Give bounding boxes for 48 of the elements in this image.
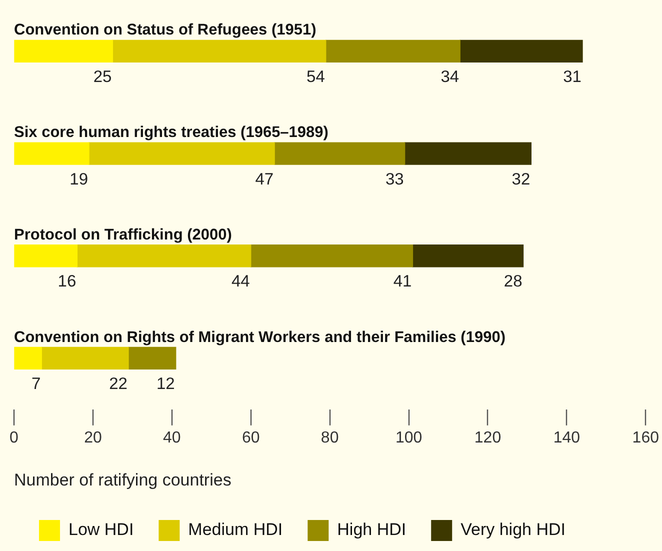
y-tick-label: Six core human rights treaties (1965–1989) — [14, 124, 328, 142]
bar — [88, 142, 275, 165]
bar — [128, 346, 176, 370]
bar — [14, 40, 114, 63]
y-tick-label: Convention on Rights of Migrant Workers and their Families (1990) — [14, 328, 506, 346]
data-label: 44 — [232, 272, 250, 291]
data-label: 31 — [563, 68, 582, 86]
data-label: 22 — [109, 375, 128, 394]
bar — [460, 40, 583, 63]
x-tick-label: 0 — [10, 429, 19, 446]
data-label: 54 — [306, 68, 325, 86]
bar — [404, 142, 532, 165]
legend-label: Medium HDI — [188, 520, 283, 540]
bar — [41, 346, 129, 370]
bar — [274, 142, 406, 165]
bar — [412, 244, 524, 268]
x-tick-label: 20 — [84, 429, 102, 446]
legend-label: High HDI — [337, 520, 406, 540]
bar — [14, 142, 90, 165]
x-tick-label: 140 — [553, 429, 580, 446]
x-tick-label: 100 — [395, 429, 422, 446]
data-label: 12 — [156, 375, 175, 394]
y-tick-label: Convention on Status of Refugees (1951) — [14, 22, 316, 39]
data-label: 32 — [512, 170, 530, 188]
y-tick-label: Protocol on Trafficking (2000) — [14, 226, 232, 244]
x-tick-label: 160 — [632, 429, 660, 446]
x-tick-label: 60 — [242, 429, 260, 446]
x-tick-label: 80 — [320, 429, 339, 446]
data-label: 19 — [70, 170, 88, 188]
data-label: 47 — [255, 170, 274, 188]
bar — [250, 244, 414, 268]
data-label: 25 — [93, 68, 112, 86]
legend-label: Very high HDI — [460, 520, 566, 540]
bar — [76, 244, 252, 268]
bar — [14, 346, 42, 370]
legend-label: Low HDI — [68, 520, 134, 540]
data-label: 34 — [440, 68, 460, 86]
bar — [112, 40, 326, 63]
data-label: 33 — [385, 170, 404, 188]
x-tick-label: 120 — [474, 429, 502, 446]
x-tick-label: 40 — [163, 429, 181, 446]
data-label: 28 — [504, 272, 522, 291]
data-label: 7 — [31, 375, 41, 394]
data-label: 41 — [393, 272, 412, 291]
x-axis-title: Number of ratifying countries — [14, 470, 232, 490]
bar — [326, 40, 460, 63]
bar — [14, 244, 78, 268]
data-label: 16 — [58, 272, 76, 291]
